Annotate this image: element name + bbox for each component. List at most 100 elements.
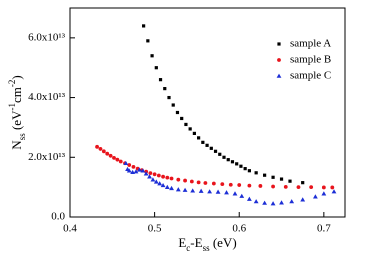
point: [184, 122, 188, 127]
x-axis-title-part: E: [178, 235, 186, 250]
point: [211, 181, 216, 186]
point: [289, 199, 295, 204]
point: [150, 54, 154, 58]
point: [147, 174, 152, 179]
y-axis-title-part: ss: [17, 133, 27, 141]
point: [189, 179, 194, 184]
point: [164, 184, 170, 189]
point: [205, 143, 209, 147]
point: [175, 110, 180, 115]
point: [142, 24, 146, 28]
point: [235, 162, 239, 166]
point: [288, 179, 292, 183]
y-axis-title-part: N: [9, 140, 24, 150]
point: [247, 183, 252, 188]
point: [183, 178, 187, 183]
point: [105, 151, 110, 156]
y-axis-title-part: -2: [7, 80, 17, 88]
point: [300, 197, 306, 202]
x-axis-title: Ec-Ess (eV): [178, 235, 236, 253]
point: [95, 144, 99, 149]
legend-marker: [277, 58, 281, 62]
point: [165, 175, 170, 180]
point: [243, 167, 247, 171]
legend-label: sample B: [290, 54, 331, 66]
point: [150, 177, 156, 182]
point: [218, 152, 222, 156]
point: [131, 164, 136, 169]
point: [182, 187, 188, 192]
point: [118, 159, 123, 164]
point: [101, 149, 106, 154]
point: [112, 155, 116, 160]
point: [192, 131, 196, 135]
point: [253, 199, 259, 204]
y-axis-title: Nss (eV-1cm-2): [7, 75, 27, 149]
legend-label: sample A: [290, 38, 331, 50]
x-tick-label: 0.7: [317, 223, 331, 235]
point: [321, 185, 326, 190]
y-tick-label: 4.0x10¹³: [28, 91, 66, 103]
y-axis-title-part: (eV: [9, 110, 24, 133]
point: [270, 201, 276, 206]
legend-label: sample C: [290, 70, 331, 82]
point: [175, 187, 181, 192]
point: [296, 185, 301, 190]
x-tick-label: 0.6: [232, 223, 246, 235]
point: [161, 174, 165, 179]
point: [156, 173, 161, 178]
point: [247, 169, 251, 173]
plot-frame: [69, 7, 346, 218]
y-tick-label: 6.0x10¹³: [28, 31, 66, 43]
y-axis-title-part: -1: [7, 103, 17, 111]
point: [301, 181, 305, 185]
point: [176, 177, 181, 182]
point: [309, 185, 314, 190]
point: [224, 190, 229, 195]
point: [279, 177, 284, 181]
point: [232, 191, 238, 196]
point: [157, 181, 163, 186]
point: [262, 200, 268, 205]
point: [167, 95, 171, 100]
point: [254, 171, 258, 175]
point: [153, 179, 159, 184]
point: [228, 182, 233, 187]
point: [271, 175, 275, 179]
x-axis-title-part: -E: [190, 235, 202, 250]
point: [215, 189, 221, 194]
point: [279, 200, 284, 205]
legend-marker: [276, 73, 282, 78]
point: [201, 140, 205, 144]
y-tick-label: 2.0x10¹³: [28, 151, 66, 163]
point: [148, 171, 153, 176]
point: [180, 116, 184, 121]
x-axis-title-part: c: [186, 243, 190, 253]
point: [220, 182, 225, 187]
point: [196, 180, 201, 185]
point: [271, 184, 275, 189]
y-tick-label: 0.0: [51, 211, 65, 223]
point: [108, 153, 113, 158]
point: [115, 157, 120, 162]
point: [169, 185, 174, 191]
point: [152, 172, 157, 177]
point: [154, 66, 158, 70]
point: [283, 184, 288, 189]
point: [98, 147, 103, 151]
legend-marker: [277, 42, 281, 46]
point: [126, 168, 132, 173]
point: [123, 160, 129, 166]
point: [163, 87, 167, 91]
point: [160, 182, 166, 188]
point: [263, 173, 267, 177]
point: [140, 168, 146, 173]
point: [188, 127, 192, 131]
point: [171, 103, 175, 107]
point: [226, 158, 230, 162]
point: [331, 189, 337, 194]
y-axis-title-part: ): [9, 75, 24, 79]
point: [198, 188, 204, 193]
point: [130, 169, 136, 175]
